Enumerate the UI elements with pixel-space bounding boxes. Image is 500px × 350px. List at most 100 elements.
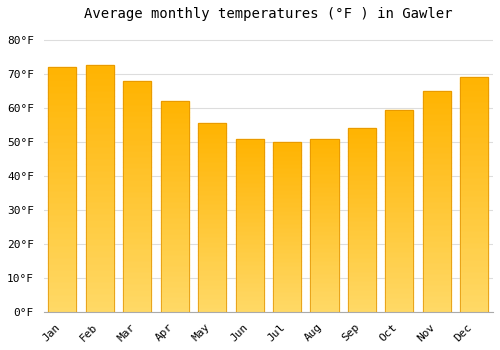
Bar	[198, 142, 226, 147]
Bar	[273, 197, 301, 201]
Bar	[198, 166, 226, 170]
Bar	[86, 96, 114, 102]
Bar	[310, 212, 338, 217]
Bar	[460, 224, 488, 230]
Bar	[48, 67, 76, 73]
Bar	[160, 101, 189, 106]
Bar	[48, 189, 76, 196]
Bar	[310, 169, 338, 173]
Bar	[160, 307, 189, 312]
Bar	[310, 243, 338, 247]
Bar	[198, 279, 226, 284]
Bar	[310, 208, 338, 212]
Bar	[236, 230, 264, 234]
Bar	[198, 288, 226, 293]
Bar	[123, 190, 152, 196]
Bar	[236, 190, 264, 195]
Bar	[310, 295, 338, 299]
Bar	[123, 272, 152, 277]
Bar	[86, 108, 114, 115]
Bar	[86, 238, 114, 244]
Bar	[310, 182, 338, 186]
Bar	[160, 143, 189, 148]
Bar	[198, 227, 226, 232]
Bar	[273, 286, 301, 291]
Bar	[423, 91, 451, 312]
Bar	[423, 224, 451, 229]
Bar	[423, 246, 451, 251]
Bar	[123, 139, 152, 144]
Bar	[123, 81, 152, 312]
Bar	[236, 308, 264, 312]
Bar	[386, 211, 413, 216]
Bar	[348, 225, 376, 229]
Bar	[86, 115, 114, 121]
Bar	[386, 287, 413, 292]
Bar	[48, 92, 76, 98]
Bar	[48, 67, 76, 312]
Bar	[86, 226, 114, 232]
Bar	[236, 160, 264, 164]
Bar	[48, 226, 76, 232]
Bar	[198, 270, 226, 274]
Bar	[310, 152, 338, 156]
Bar	[198, 194, 226, 199]
Bar	[236, 299, 264, 303]
Bar	[460, 165, 488, 171]
Bar	[160, 243, 189, 249]
Bar	[160, 249, 189, 254]
Bar	[348, 285, 376, 289]
Bar	[86, 262, 114, 269]
Bar	[423, 146, 451, 152]
Bar	[86, 182, 114, 189]
Bar	[460, 201, 488, 206]
Bar	[348, 252, 376, 257]
Bar	[423, 196, 451, 201]
Bar	[86, 306, 114, 312]
Bar	[236, 139, 264, 312]
Bar	[273, 189, 301, 193]
Bar	[48, 153, 76, 159]
Bar	[160, 186, 189, 191]
Bar	[423, 119, 451, 124]
Bar	[198, 180, 226, 184]
Bar	[273, 150, 301, 155]
Bar	[348, 202, 376, 206]
Bar	[198, 203, 226, 208]
Bar	[423, 157, 451, 163]
Bar	[386, 307, 413, 312]
Bar	[386, 155, 413, 160]
Bar	[48, 196, 76, 202]
Bar	[348, 307, 376, 312]
Bar	[123, 243, 152, 248]
Bar	[348, 261, 376, 266]
Bar	[160, 201, 189, 206]
Bar	[348, 133, 376, 138]
Bar	[160, 259, 189, 265]
Bar	[198, 293, 226, 298]
Bar	[273, 218, 301, 223]
Bar	[460, 189, 488, 195]
Bar	[386, 196, 413, 201]
Bar	[310, 225, 338, 230]
Bar	[236, 143, 264, 147]
Bar	[423, 190, 451, 196]
Bar	[123, 237, 152, 243]
Bar	[86, 300, 114, 306]
Bar	[198, 222, 226, 227]
Bar	[86, 281, 114, 287]
Bar	[48, 110, 76, 116]
Bar	[86, 170, 114, 176]
Bar	[423, 279, 451, 284]
Bar	[160, 270, 189, 275]
Bar	[160, 101, 189, 312]
Bar	[348, 238, 376, 243]
Bar	[310, 186, 338, 190]
Bar	[236, 173, 264, 177]
Bar	[423, 135, 451, 141]
Bar	[460, 294, 488, 300]
Bar	[198, 237, 226, 241]
Bar	[123, 104, 152, 110]
Bar	[273, 184, 301, 189]
Bar	[423, 130, 451, 135]
